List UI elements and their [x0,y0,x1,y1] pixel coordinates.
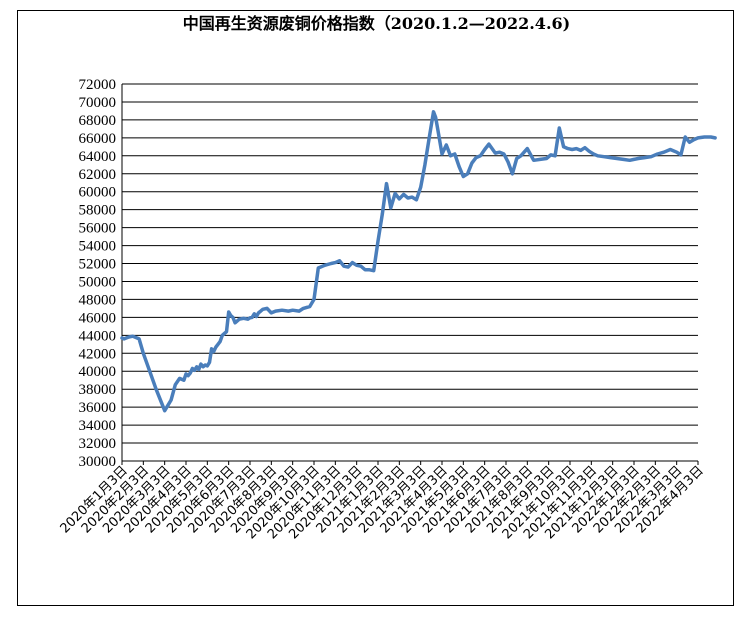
y-tick-label: 66000 [79,131,117,147]
y-tick-label: 64000 [79,149,117,165]
y-tick-label: 34000 [79,418,117,434]
grid-layer [122,83,698,444]
y-tick-label: 56000 [79,221,117,237]
chart-frame [17,10,734,606]
y-tick-label: 38000 [79,382,117,398]
y-tick-labels: 30000 32000 34000 36000 38000 40000 42000 44000… [79,77,117,470]
y-tick-label: 68000 [79,113,117,129]
y-tick-label: 54000 [79,239,117,255]
y-tick-label: 72000 [79,77,117,93]
y-tick-label: 36000 [79,400,117,416]
y-tick-label: 32000 [79,436,117,452]
y-tick-label: 44000 [79,328,117,344]
x-tick-labels: 2020年1月3日2020年2月3日2020年3月3日2020年4月3日2020… [58,461,707,542]
chart-title: 中国再生资源废铜价格指数（2020.1.2—2022.4.6) [182,14,571,33]
y-tick-label: 42000 [79,346,117,362]
y-tick-label: 46000 [79,310,117,326]
series-line-0 [120,110,717,413]
y-tick-label: 70000 [79,95,117,111]
y-tick-label: 52000 [79,257,117,273]
y-tick-label: 30000 [79,454,117,470]
y-tick-label: 50000 [79,274,117,290]
y-tick-label: 58000 [79,203,117,219]
series-layer [120,110,717,413]
y-tick-label: 60000 [79,185,117,201]
axis-layer [121,84,698,462]
y-tick-label: 48000 [79,292,117,308]
y-tick-label: 62000 [79,167,117,183]
y-tick-label: 40000 [79,364,117,380]
